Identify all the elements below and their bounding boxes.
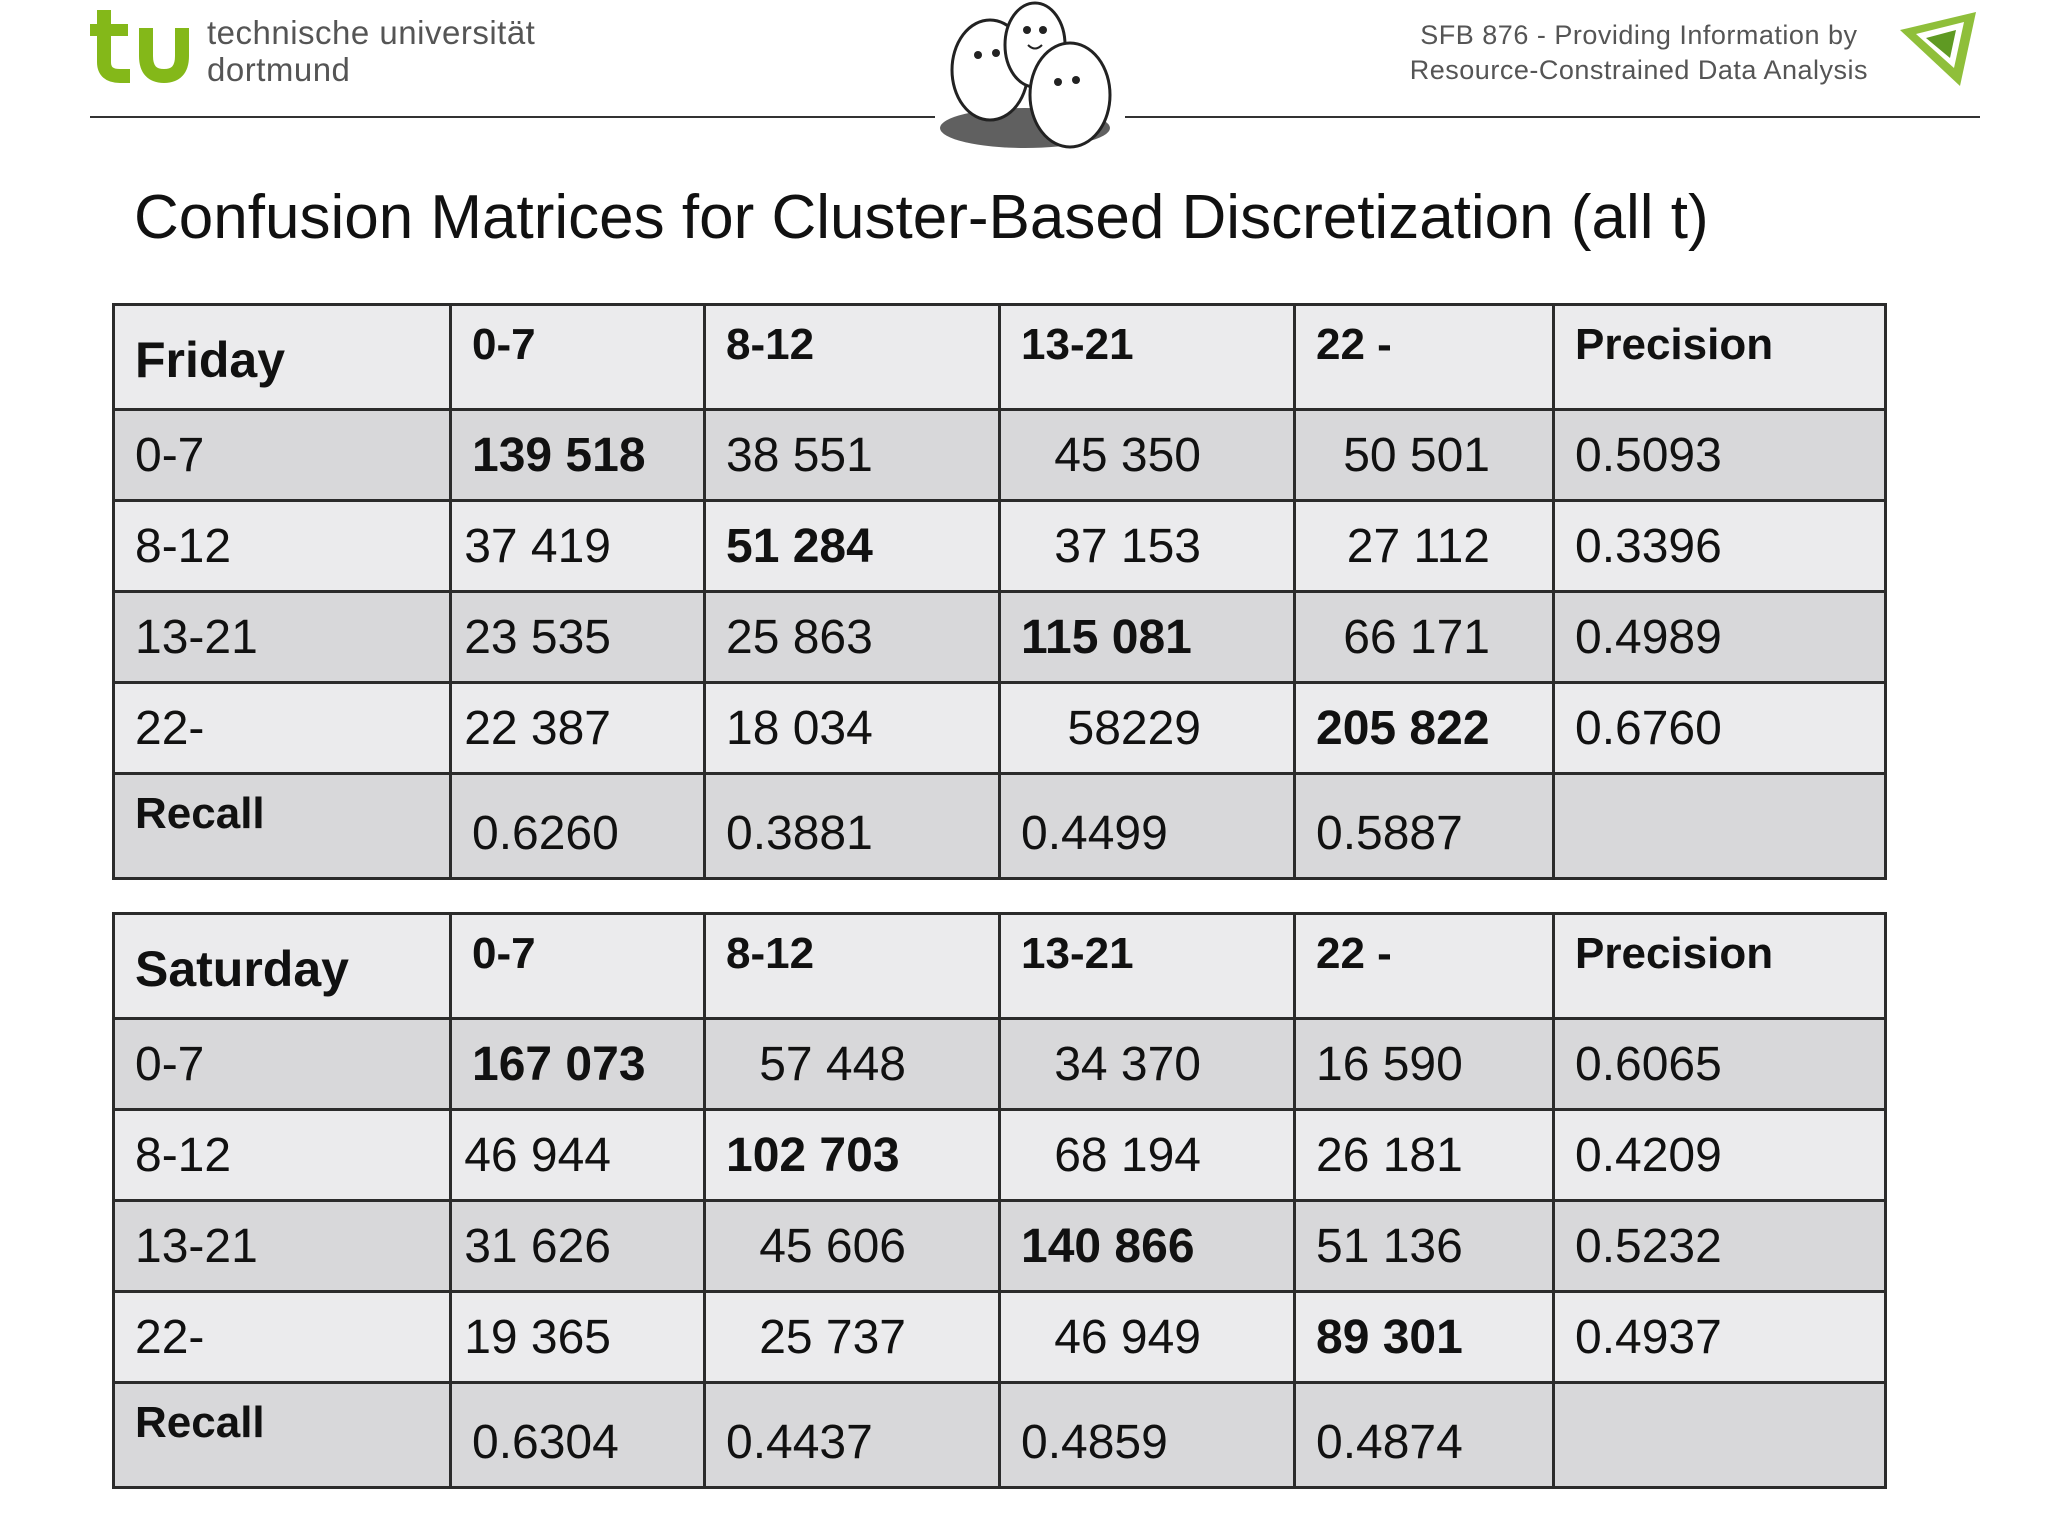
table-row: 0-7 139 518 38 551 45 350 50 501 0.5093 xyxy=(112,408,1887,502)
matrix-cell: 16 590 xyxy=(1293,1017,1555,1111)
tu-logo xyxy=(90,10,189,84)
matrix-cell: 37 153 xyxy=(998,499,1296,593)
matrix-cell: 19 365 xyxy=(449,1290,706,1384)
table-header-row: Friday 0-7 8-12 13-21 22 - Precision xyxy=(112,303,1887,411)
matrix-cell: 46 944 xyxy=(449,1108,706,1202)
row-label: 0-7 xyxy=(112,408,452,502)
column-header: 22 - xyxy=(1293,912,1555,1020)
recall-cell: 0.4874 xyxy=(1293,1381,1555,1489)
matrix-cell: 46 949 xyxy=(998,1290,1296,1384)
column-header: 8-12 xyxy=(703,912,1001,1020)
column-header-precision: Precision xyxy=(1552,912,1887,1020)
confusion-matrix-friday: Friday 0-7 8-12 13-21 22 - Precision 0-7… xyxy=(112,303,1887,880)
sfb-logo xyxy=(1900,12,1976,86)
recall-cell: 0.6304 xyxy=(449,1381,706,1489)
column-header: 0-7 xyxy=(449,303,706,411)
row-label: 22- xyxy=(112,681,452,775)
matrix-cell: 51 136 xyxy=(1293,1199,1555,1293)
recall-cell: 0.5887 xyxy=(1293,772,1555,880)
recall-label: Recall xyxy=(112,1381,452,1489)
confusion-matrix-saturday: Saturday 0-7 8-12 13-21 22 - Precision 0… xyxy=(112,912,1887,1489)
sfb-line1: SFB 876 - Providing Information by xyxy=(1420,20,1858,50)
matrix-cell-diagonal: 167 073 xyxy=(449,1017,706,1111)
row-label: 0-7 xyxy=(112,1017,452,1111)
column-header: 22 - xyxy=(1293,303,1555,411)
matrix-cell: 37 419 xyxy=(449,499,706,593)
precision-cell: 0.3396 xyxy=(1552,499,1887,593)
header-rule-left xyxy=(90,116,935,118)
table-row: 0-7 167 073 57 448 34 370 16 590 0.6065 xyxy=(112,1017,1887,1111)
precision-cell: 0.4209 xyxy=(1552,1108,1887,1202)
row-label: 13-21 xyxy=(112,1199,452,1293)
matrix-cell-diagonal: 139 518 xyxy=(449,408,706,502)
recall-row: Recall 0.6304 0.4437 0.4859 0.4874 xyxy=(112,1381,1887,1489)
matrix-cell: 25 863 xyxy=(703,590,1001,684)
matrix-cell: 45 606 xyxy=(703,1199,1001,1293)
precision-cell: 0.4937 xyxy=(1552,1290,1887,1384)
matrix-cell-diagonal: 51 284 xyxy=(703,499,1001,593)
recall-label: Recall xyxy=(112,772,452,880)
precision-cell: 0.5093 xyxy=(1552,408,1887,502)
precision-cell: 0.5232 xyxy=(1552,1199,1887,1293)
recall-cell: 0.6260 xyxy=(449,772,706,880)
sfb-line2: Resource-Constrained Data Analysis xyxy=(1409,55,1868,85)
matrix-cell: 26 181 xyxy=(1293,1108,1555,1202)
row-label: 8-12 xyxy=(112,1108,452,1202)
matrix-cell: 31 626 xyxy=(449,1199,706,1293)
matrix-cell: 66 171 xyxy=(1293,590,1555,684)
row-label: 8-12 xyxy=(112,499,452,593)
column-header: 13-21 xyxy=(998,912,1296,1020)
eggs-illustration xyxy=(940,1,1112,149)
matrix-cell: 58229 xyxy=(998,681,1296,775)
matrix-cell: 50 501 xyxy=(1293,408,1555,502)
matrix-cell-diagonal: 102 703 xyxy=(703,1108,1001,1202)
matrix-cell: 18 034 xyxy=(703,681,1001,775)
university-name: technische universität dortmund xyxy=(207,14,535,88)
recall-row: Recall 0.6260 0.3881 0.4499 0.5887 xyxy=(112,772,1887,880)
table-header-row: Saturday 0-7 8-12 13-21 22 - Precision xyxy=(112,912,1887,1020)
precision-cell: 0.4989 xyxy=(1552,590,1887,684)
matrix-cell: 57 448 xyxy=(703,1017,1001,1111)
table-row: 22- 22 387 18 034 58229 205 822 0.6760 xyxy=(112,681,1887,775)
row-label: 22- xyxy=(112,1290,452,1384)
matrix-cell: 27 112 xyxy=(1293,499,1555,593)
matrix-cell: 45 350 xyxy=(998,408,1296,502)
slide-title: Confusion Matrices for Cluster-Based Dis… xyxy=(134,183,1709,252)
table-row: 13-21 23 535 25 863 115 081 66 171 0.498… xyxy=(112,590,1887,684)
matrix-cell-diagonal: 140 866 xyxy=(998,1199,1296,1293)
precision-cell: 0.6065 xyxy=(1552,1017,1887,1111)
table-row: 8-12 37 419 51 284 37 153 27 112 0.3396 xyxy=(112,499,1887,593)
recall-cell: 0.4437 xyxy=(703,1381,1001,1489)
recall-cell: 0.3881 xyxy=(703,772,1001,880)
empty-cell xyxy=(1552,772,1887,880)
matrix-cell: 34 370 xyxy=(998,1017,1296,1111)
precision-cell: 0.6760 xyxy=(1552,681,1887,775)
matrix-cell-diagonal: 115 081 xyxy=(998,590,1296,684)
table-row: 22- 19 365 25 737 46 949 89 301 0.4937 xyxy=(112,1290,1887,1384)
matrix-cell: 23 535 xyxy=(449,590,706,684)
header-rule-right xyxy=(1125,116,1980,118)
matrix-cell: 68 194 xyxy=(998,1108,1296,1202)
table-name: Friday xyxy=(112,303,452,411)
column-header: 8-12 xyxy=(703,303,1001,411)
matrix-cell: 25 737 xyxy=(703,1290,1001,1384)
column-header: 13-21 xyxy=(998,303,1296,411)
recall-cell: 0.4859 xyxy=(998,1381,1296,1489)
recall-cell: 0.4499 xyxy=(998,772,1296,880)
university-line2: dortmund xyxy=(207,51,351,88)
table-name: Saturday xyxy=(112,912,452,1020)
sfb-title: SFB 876 - Providing Information by Resou… xyxy=(1410,18,1868,88)
table-row: 8-12 46 944 102 703 68 194 26 181 0.4209 xyxy=(112,1108,1887,1202)
table-row: 13-21 31 626 45 606 140 866 51 136 0.523… xyxy=(112,1199,1887,1293)
matrix-cell-diagonal: 89 301 xyxy=(1293,1290,1555,1384)
matrix-cell: 38 551 xyxy=(703,408,1001,502)
matrix-cell: 22 387 xyxy=(449,681,706,775)
row-label: 13-21 xyxy=(112,590,452,684)
column-header: 0-7 xyxy=(449,912,706,1020)
column-header-precision: Precision xyxy=(1552,303,1887,411)
university-line1: technische universität xyxy=(207,14,536,51)
empty-cell xyxy=(1552,1381,1887,1489)
matrix-cell-diagonal: 205 822 xyxy=(1293,681,1555,775)
